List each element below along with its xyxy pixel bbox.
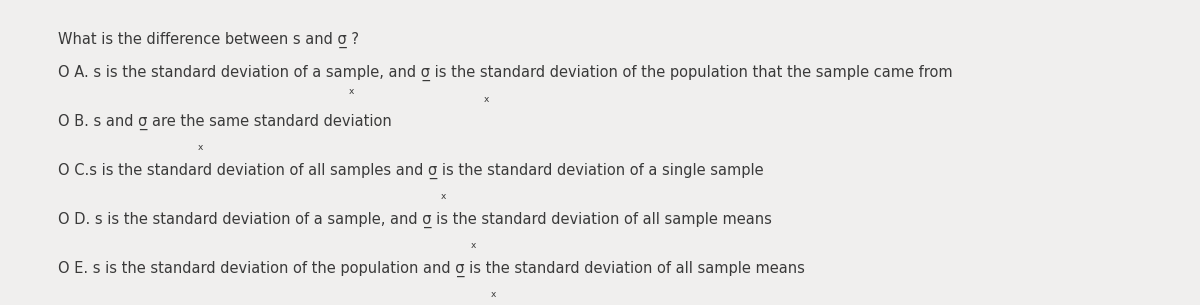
Text: x: x xyxy=(484,95,488,104)
Text: What is the difference between s and σ̲ ?: What is the difference between s and σ̲ … xyxy=(58,32,359,48)
Text: x: x xyxy=(349,87,354,96)
Text: x: x xyxy=(440,192,445,201)
Text: O D. s is the standard deviation of a sample, and σ̲ is the standard deviation o: O D. s is the standard deviation of a sa… xyxy=(58,211,772,228)
Text: O C.s is the standard deviation of all samples and σ̲ is the standard deviation : O C.s is the standard deviation of all s… xyxy=(58,163,763,179)
Text: x: x xyxy=(491,290,496,299)
Text: O A. s is the standard deviation of a sample, and σ̲ is the standard deviation o: O A. s is the standard deviation of a sa… xyxy=(58,65,953,81)
Text: x: x xyxy=(198,143,203,152)
Text: x: x xyxy=(470,241,475,250)
Text: O E. s is the standard deviation of the population and σ̲ is the standard deviat: O E. s is the standard deviation of the … xyxy=(58,260,804,277)
Text: O B. s and σ̲ are the same standard deviation: O B. s and σ̲ are the same standard devi… xyxy=(58,114,391,130)
